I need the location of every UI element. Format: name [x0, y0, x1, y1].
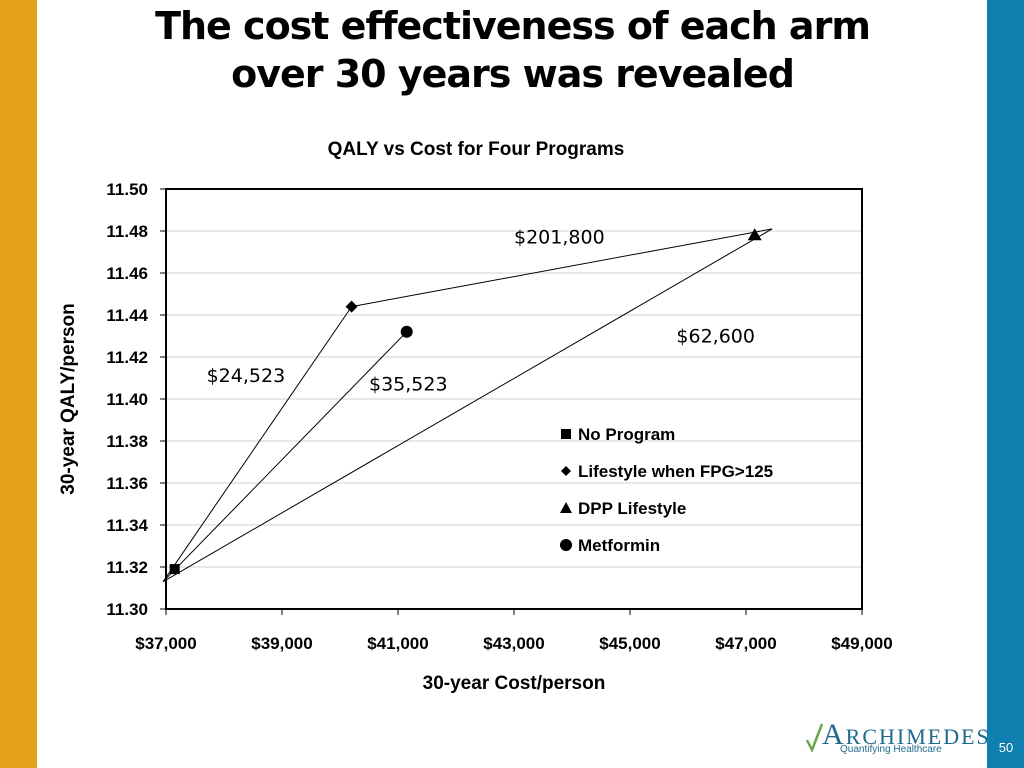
y-tick-label: 11.50: [106, 180, 148, 199]
y-tick-label: 11.44: [106, 306, 148, 325]
legend-marker-square: [561, 429, 571, 439]
slide-title-line-2: over 30 years was revealed: [231, 52, 795, 96]
logo-name-initial: A: [822, 718, 846, 751]
cost-per-qaly-annotation: $201,800: [514, 227, 605, 249]
logo-name-rest: RCHIMEDES: [845, 724, 991, 749]
y-tick-label: 11.40: [106, 390, 148, 409]
slide-number: 50: [998, 740, 1014, 755]
legend-marker-diamond: [561, 466, 571, 476]
data-point-metformin: [400, 325, 413, 338]
y-tick-label: 11.30: [106, 600, 148, 619]
x-tick-label: $39,000: [251, 634, 312, 653]
logo-check-mark-icon: [806, 723, 824, 752]
connecting-line: [162, 228, 773, 583]
logo-tagline: Quantifying Healthcare: [840, 744, 942, 755]
y-tick-label: 11.36: [106, 474, 148, 493]
legend-marker-triangle: [560, 502, 572, 513]
y-axis-label: 30-year QALY/person: [58, 303, 79, 495]
x-axis-label: 30-year Cost/person: [423, 673, 606, 694]
data-point-lifestyle-when-fpg-125: [345, 300, 358, 313]
legend-label: No Program: [578, 425, 675, 444]
left-accent-bar: [0, 0, 37, 768]
connecting-line: [162, 331, 408, 583]
right-accent-bar: [987, 0, 1024, 768]
connecting-line: [162, 306, 353, 582]
x-tick-label: $45,000: [599, 634, 660, 653]
connecting-line: [351, 228, 773, 308]
x-tick-label: $37,000: [135, 634, 196, 653]
y-tick-label: 11.46: [106, 264, 148, 283]
y-tick-label: 11.38: [106, 432, 148, 451]
cost-per-qaly-annotation: $35,523: [369, 374, 448, 396]
legend-marker-circle: [560, 539, 572, 551]
y-tick-label: 11.32: [106, 558, 148, 577]
data-point-no-program: [169, 564, 180, 575]
slide-title: The cost effectiveness of each arm over …: [60, 2, 965, 98]
cost-per-qaly-annotation: $62,600: [676, 325, 755, 347]
x-tick-label: $49,000: [831, 634, 892, 653]
archimedes-logo: ARCHIMEDES Quantifying Healthcare: [806, 716, 989, 756]
logo-name: ARCHIMEDES: [822, 718, 991, 752]
slide-title-line-1: The cost effectiveness of each arm: [155, 4, 871, 48]
x-tick-label: $41,000: [367, 634, 428, 653]
legend-label: Lifestyle when FPG>125: [578, 462, 773, 481]
x-tick-label: $47,000: [715, 634, 776, 653]
legend-label: DPP Lifestyle: [578, 499, 686, 518]
y-tick-label: 11.42: [106, 348, 148, 367]
data-point-dpp-lifestyle: [747, 228, 762, 241]
y-tick-label: 11.34: [106, 516, 148, 535]
legend-label: Metformin: [578, 536, 660, 555]
y-tick-label: 11.48: [106, 222, 148, 241]
x-tick-label: $43,000: [483, 634, 544, 653]
cost-per-qaly-annotation: $24,523: [207, 365, 286, 387]
chart-title: QALY vs Cost for Four Programs: [328, 139, 625, 160]
